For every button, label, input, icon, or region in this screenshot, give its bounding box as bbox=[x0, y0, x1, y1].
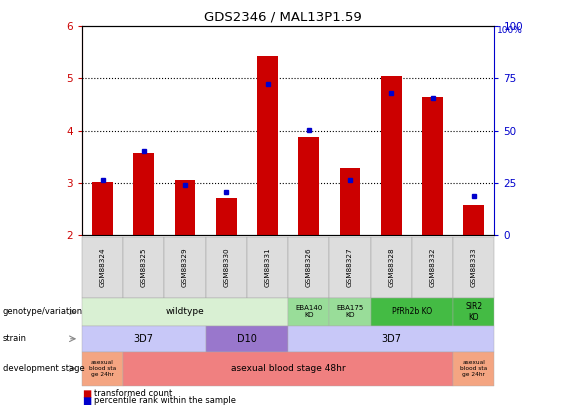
Bar bbox=[257, 56, 278, 235]
Bar bbox=[422, 97, 443, 235]
Text: ■: ■ bbox=[82, 396, 91, 405]
Bar bbox=[340, 168, 360, 235]
Bar bbox=[92, 182, 113, 235]
Text: asexual
blood sta
ge 24hr: asexual blood sta ge 24hr bbox=[89, 360, 116, 377]
Text: GSM88331: GSM88331 bbox=[264, 247, 271, 287]
Text: GSM88329: GSM88329 bbox=[182, 247, 188, 287]
Text: GSM88327: GSM88327 bbox=[347, 247, 353, 287]
Text: asexual
blood sta
ge 24hr: asexual blood sta ge 24hr bbox=[460, 360, 488, 377]
Text: GSM88326: GSM88326 bbox=[306, 247, 312, 287]
Text: 100%: 100% bbox=[497, 26, 523, 35]
Text: GDS2346 / MAL13P1.59: GDS2346 / MAL13P1.59 bbox=[203, 10, 362, 23]
Text: asexual blood stage 48hr: asexual blood stage 48hr bbox=[231, 364, 345, 373]
Text: GSM88324: GSM88324 bbox=[99, 247, 106, 287]
Text: development stage: development stage bbox=[3, 364, 85, 373]
Text: percentile rank within the sample: percentile rank within the sample bbox=[94, 396, 236, 405]
Bar bbox=[381, 76, 402, 235]
Bar bbox=[216, 198, 237, 235]
Text: GSM88333: GSM88333 bbox=[471, 247, 477, 287]
Text: SIR2
KO: SIR2 KO bbox=[465, 302, 483, 322]
Text: transformed count: transformed count bbox=[94, 389, 172, 398]
Text: EBA140
KO: EBA140 KO bbox=[295, 305, 323, 318]
Text: wildtype: wildtype bbox=[166, 307, 205, 316]
Text: 3D7: 3D7 bbox=[381, 334, 401, 344]
Text: 3D7: 3D7 bbox=[134, 334, 154, 344]
Bar bbox=[175, 180, 195, 235]
Text: PfRh2b KO: PfRh2b KO bbox=[392, 307, 432, 316]
Text: genotype/variation: genotype/variation bbox=[3, 307, 83, 316]
Text: GSM88328: GSM88328 bbox=[388, 247, 394, 287]
Text: D10: D10 bbox=[237, 334, 257, 344]
Text: strain: strain bbox=[3, 334, 27, 343]
Text: GSM88325: GSM88325 bbox=[141, 247, 147, 287]
Text: GSM88332: GSM88332 bbox=[429, 247, 436, 287]
Bar bbox=[463, 205, 484, 235]
Text: ■: ■ bbox=[82, 389, 91, 399]
Bar bbox=[133, 153, 154, 235]
Bar bbox=[298, 137, 319, 235]
Text: GSM88330: GSM88330 bbox=[223, 247, 229, 287]
Text: EBA175
KO: EBA175 KO bbox=[336, 305, 364, 318]
